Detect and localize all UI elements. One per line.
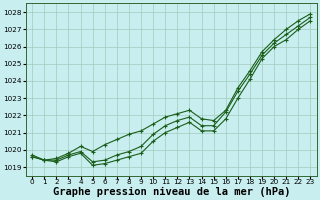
X-axis label: Graphe pression niveau de la mer (hPa): Graphe pression niveau de la mer (hPa)	[52, 186, 290, 197]
